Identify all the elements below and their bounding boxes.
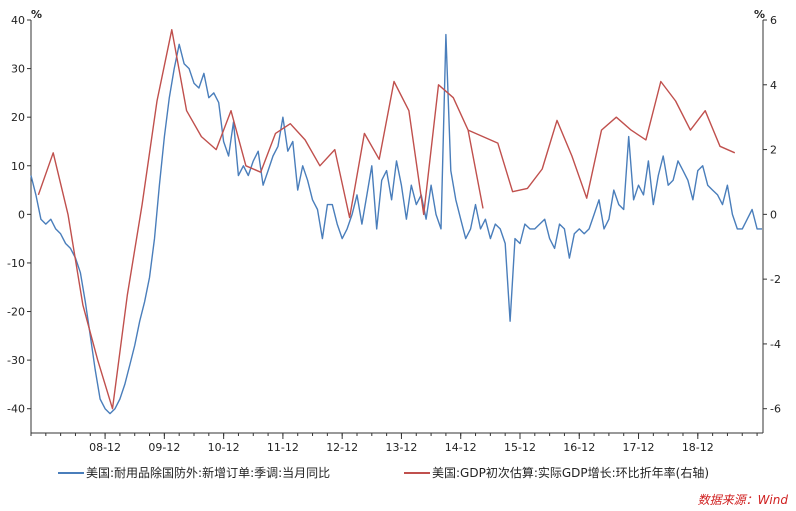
right-axis-tick-label: -2 xyxy=(770,273,781,286)
legend-label-right-series: 美国:GDP初次估算:实际GDP增长:环比折年率(右轴) xyxy=(432,466,710,480)
right-axis-tick-label: 6 xyxy=(770,14,777,27)
x-axis-tick-label: 16-12 xyxy=(563,441,595,454)
left-axis-unit: % xyxy=(31,8,42,21)
right-axis-tick-label: -6 xyxy=(770,403,781,416)
legend: 美国:耐用品除国防外:新增订单:季调:当月同比 美国:GDP初次估算:实际GDP… xyxy=(0,464,796,486)
x-axis-tick-label: 13-12 xyxy=(385,441,417,454)
x-axis-tick-label: 15-12 xyxy=(504,441,536,454)
x-axis-tick-label: 12-12 xyxy=(326,441,358,454)
left-axis-tick-label: -40 xyxy=(7,403,25,416)
series-line-gdp xyxy=(37,29,736,410)
x-axis-tick-label: 09-12 xyxy=(148,441,180,454)
right-axis-unit: % xyxy=(754,8,765,21)
left-axis-tick-label: 30 xyxy=(11,63,25,76)
x-axis-tick-label: 08-12 xyxy=(89,441,121,454)
legend-swatch-red xyxy=(404,471,430,474)
legend-item-right-series: 美国:GDP初次估算:实际GDP增长:环比折年率(右轴) xyxy=(404,464,709,481)
left-axis-tick-label: 20 xyxy=(11,111,25,124)
x-axis-tick-label: 18-12 xyxy=(682,441,714,454)
x-axis-tick-label: 14-12 xyxy=(445,441,477,454)
x-axis-tick-label: 11-12 xyxy=(267,441,299,454)
left-axis-tick-label: -20 xyxy=(7,306,25,319)
legend-item-left-series: 美国:耐用品除国防外:新增订单:季调:当月同比 xyxy=(58,464,330,481)
legend-swatch-blue xyxy=(58,471,84,474)
left-axis-tick-label: 40 xyxy=(11,14,25,27)
left-axis-tick-label: -10 xyxy=(7,257,25,270)
series-lines xyxy=(30,29,762,415)
right-axis-tick-label: 0 xyxy=(770,208,777,221)
source-label: 数据来源：Wind xyxy=(697,493,788,507)
x-axis-tick-label: 10-12 xyxy=(208,441,240,454)
left-axis-tick-label: 0 xyxy=(18,208,25,221)
right-axis-tick-label: -4 xyxy=(770,338,781,351)
right-axis-tick-label: 4 xyxy=(770,79,777,92)
left-axis-tick-label: -30 xyxy=(7,354,25,367)
series-line-durable-goods xyxy=(30,33,762,415)
x-axis-tick-label: 17-12 xyxy=(623,441,655,454)
right-axis-tick-label: 2 xyxy=(770,144,777,157)
left-axis-tick-label: 10 xyxy=(11,160,25,173)
legend-label-left-series: 美国:耐用品除国防外:新增订单:季调:当月同比 xyxy=(86,466,331,480)
